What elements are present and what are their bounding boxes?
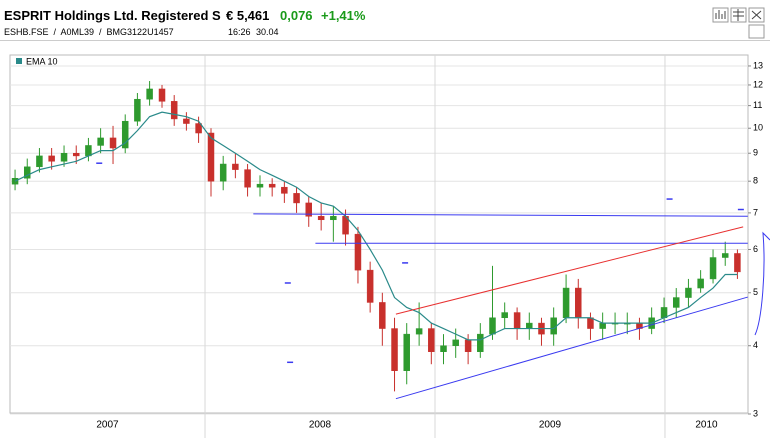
y-tick-label: 4 [753, 340, 758, 350]
candle-body [330, 216, 337, 221]
candle-body [219, 163, 227, 182]
candle-body [134, 98, 141, 122]
toolbar [712, 7, 765, 39]
candle-body [489, 317, 496, 335]
candle-body [721, 253, 729, 258]
candle-body [158, 88, 166, 102]
chart: EMA 10 3 4 5 6 7 8 9 10 11 12 13 2007 2008 2009 2010 [9, 54, 770, 438]
change-pct: +1,41% [321, 8, 366, 23]
candle-body [587, 317, 594, 329]
icon-bars[interactable] [712, 7, 729, 23]
price: € 5,461 [226, 8, 270, 23]
x-tick-label: 2010 [695, 420, 718, 431]
candle-body [697, 278, 704, 289]
legend-swatch [16, 58, 22, 64]
x-tick-label: 2009 [539, 420, 562, 431]
x-tick-label: 2008 [309, 420, 332, 431]
candle-body [440, 345, 447, 352]
ema-line [14, 111, 738, 341]
candle-body [452, 339, 459, 346]
title: ESPRIT Holdings Ltd. Registered S [4, 8, 221, 23]
candle-body [403, 333, 410, 371]
candle-body [354, 233, 362, 271]
y-tick-label: 5 [753, 287, 758, 297]
candle-body [48, 155, 55, 162]
candle-body [501, 312, 508, 319]
candle-body [232, 163, 239, 170]
y-tick-label: 13 [753, 60, 763, 70]
candle-body [183, 118, 190, 124]
candle-body [72, 152, 80, 157]
candle-body [60, 152, 68, 162]
candle-body [244, 169, 251, 188]
candle-body [464, 339, 472, 352]
trend-line [395, 226, 744, 315]
icon-info[interactable] [748, 24, 765, 39]
candle-body [599, 322, 606, 329]
candle-body [121, 120, 129, 149]
candle-body [23, 166, 31, 179]
candle-body [293, 193, 300, 204]
time: 16:26 [228, 27, 251, 37]
candle-body [477, 333, 484, 352]
candle-body [256, 183, 264, 188]
candle-body [36, 155, 43, 168]
candle-body [195, 123, 202, 134]
candle-body [672, 297, 680, 308]
x-tick-label: 2007 [96, 420, 119, 431]
candle-body [734, 253, 741, 273]
candle-body [109, 137, 117, 149]
y-tick-label: 3 [753, 408, 758, 418]
plot-frame [9, 54, 749, 414]
icon-glyph [733, 9, 744, 21]
icon-glyph [715, 10, 726, 19]
candle-body [11, 177, 19, 185]
candle-body [415, 328, 423, 335]
candle-body [85, 145, 92, 157]
candle-body [685, 287, 692, 298]
date: 30.04 [256, 27, 279, 37]
y-tick-label: 10 [753, 123, 763, 133]
candle-body [366, 269, 374, 303]
candle-body [513, 312, 521, 329]
drawing-curve [754, 231, 770, 336]
header: ESPRIT Holdings Ltd. Registered S € 5,46… [0, 0, 770, 41]
candle-body [575, 287, 582, 319]
change: 0,076 [280, 8, 313, 23]
y-tick-label: 9 [753, 148, 758, 158]
ids: ESHB.FSE / A0ML39 / BMG3122U1457 [4, 27, 174, 37]
trend-line [395, 296, 748, 400]
candle-body [562, 287, 570, 319]
candle-body [709, 257, 717, 280]
candle-body [379, 302, 386, 329]
y-tick-label: 7 [753, 207, 758, 217]
legend-label: EMA 10 [26, 56, 58, 66]
candle-body [170, 101, 178, 120]
y-tick-label: 11 [753, 100, 762, 110]
candle-body [97, 137, 104, 146]
y-tick-label: 6 [753, 244, 758, 254]
icon-glyph [751, 10, 762, 20]
candle-body [428, 328, 435, 352]
candle-body [281, 186, 288, 194]
trend-line [253, 213, 748, 217]
y-tick-label: 8 [753, 176, 758, 186]
candle-body [146, 88, 153, 100]
candle-body [268, 183, 276, 188]
candle-body [207, 132, 215, 182]
candle-body [305, 202, 312, 217]
y-tick-label: 12 [753, 79, 763, 89]
candle-body [317, 216, 325, 221]
candle-body [526, 322, 533, 329]
candle-body [391, 328, 398, 371]
